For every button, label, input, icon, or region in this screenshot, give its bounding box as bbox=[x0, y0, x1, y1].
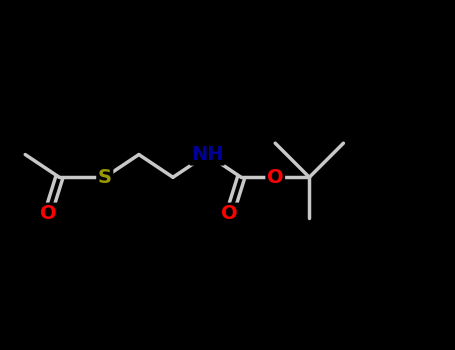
Text: O: O bbox=[222, 204, 238, 223]
Text: NH: NH bbox=[191, 145, 223, 164]
Text: O: O bbox=[267, 168, 283, 187]
Text: O: O bbox=[40, 204, 56, 223]
Text: S: S bbox=[98, 168, 112, 187]
